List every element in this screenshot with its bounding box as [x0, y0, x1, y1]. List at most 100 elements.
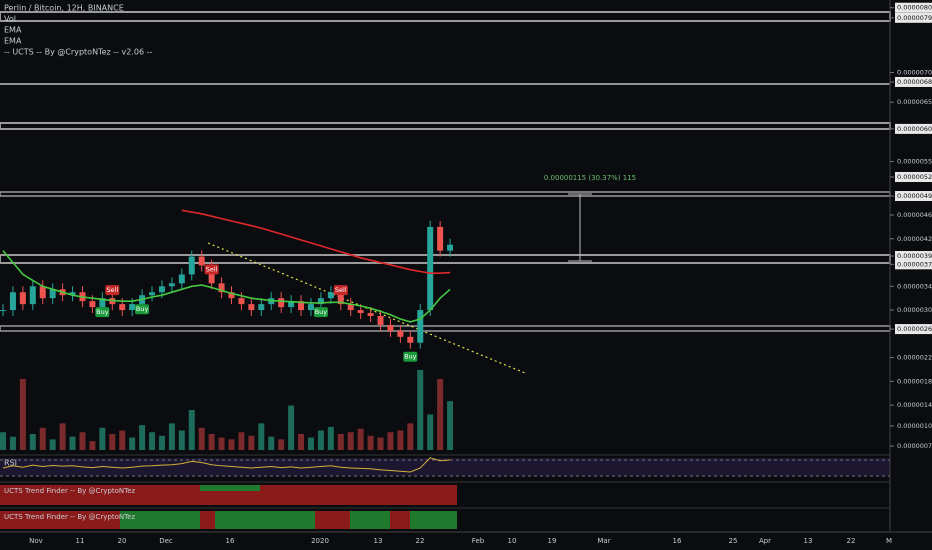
time-label: 2020 [311, 537, 329, 545]
time-label: 13 [374, 537, 383, 545]
tick-badge [895, 191, 932, 202]
volume-bar [317, 430, 324, 450]
signal-label: Buy [404, 353, 417, 361]
signal-label: Sell [106, 286, 118, 294]
price-label: 0.00000524 [897, 173, 932, 181]
pane-label: UCTS Trend Finder -- By @CryptoNTez [4, 487, 136, 495]
time-label: Dec [159, 537, 173, 545]
price-label: 0.00000105 [897, 422, 932, 430]
price-label: 0.00000684 [897, 78, 932, 86]
price-label: 0.00000377 [897, 260, 932, 268]
volume-bar [129, 437, 136, 450]
price-label: 0.00000071 [897, 442, 932, 450]
volume-bar [29, 434, 36, 450]
candle [129, 304, 136, 311]
candle [427, 226, 434, 311]
candle [437, 226, 444, 251]
indicator: Vol [4, 15, 16, 24]
time-label: 16 [673, 537, 682, 545]
volume-bar [158, 435, 165, 450]
candle [39, 286, 46, 299]
volume-bar [0, 432, 6, 450]
ema-line [2, 250, 451, 323]
time-label: 19 [548, 537, 557, 545]
candle [168, 283, 175, 287]
volume-bar [69, 436, 76, 450]
volume-bar [19, 378, 26, 450]
volume-bar [397, 430, 404, 450]
candle [248, 304, 255, 311]
rsi-line [2, 457, 451, 473]
time-label: Nov [29, 537, 43, 545]
indicator: EMA [4, 37, 22, 46]
volume-bar [367, 435, 374, 450]
time-label: 10 [508, 537, 517, 545]
signal-label: Buy [136, 305, 149, 313]
volume-bar [327, 426, 334, 450]
candle [278, 298, 285, 308]
signal-badge [403, 351, 418, 362]
volume-bar [178, 430, 185, 450]
volume-bar [417, 370, 424, 450]
candle [158, 286, 165, 293]
indicator: -- UCTS -- By @CryptoNTez -- v2.06 -- [4, 48, 153, 57]
candle [367, 313, 374, 317]
volume-bar [99, 427, 106, 450]
volume-bar [387, 432, 394, 450]
candle [377, 316, 384, 325]
volume-bar [39, 427, 46, 450]
volume-bar [288, 405, 295, 450]
price-label: 0.00000268 [897, 325, 932, 333]
candle [387, 324, 394, 331]
candle [298, 301, 305, 311]
time-label: Mar [597, 537, 610, 545]
candle [447, 244, 454, 251]
time-label: 16 [226, 537, 235, 545]
candle [99, 298, 106, 308]
signal-badge [333, 285, 348, 296]
volume-bar [109, 434, 116, 450]
signal-badge [204, 264, 219, 275]
rsi-band [0, 458, 890, 476]
tick-badge [895, 259, 932, 270]
candle [397, 330, 404, 337]
signal-badge [313, 307, 328, 318]
candle [178, 274, 185, 284]
volume-bar [218, 437, 225, 450]
candle [288, 301, 295, 308]
signal-badge [95, 307, 110, 318]
measure-tool: 0.00000115 (30.37%) 115 [544, 174, 636, 262]
trend-bar [0, 485, 457, 505]
volume-bar [149, 432, 156, 450]
signal-label: Buy [315, 308, 328, 316]
indicator: EMA [4, 26, 22, 35]
volume-bar [298, 434, 305, 450]
candle [89, 301, 96, 308]
candle [417, 310, 424, 343]
volume-bar [427, 414, 434, 450]
volume-bar [377, 437, 384, 450]
candle [357, 310, 364, 314]
time-label: M [886, 537, 892, 545]
volume-bar [337, 434, 344, 450]
time-label: 25 [729, 537, 738, 545]
volume-bar [437, 378, 444, 450]
volume-bar [198, 427, 205, 450]
time-label: 11 [76, 537, 85, 545]
candle [228, 292, 235, 299]
signal-badge [105, 285, 120, 296]
volume-bar [168, 423, 175, 450]
candle [208, 265, 215, 284]
signal-label: Sell [206, 265, 218, 273]
candle [327, 292, 334, 299]
pane-label: RSI [4, 459, 17, 468]
volume-bar [258, 423, 265, 450]
